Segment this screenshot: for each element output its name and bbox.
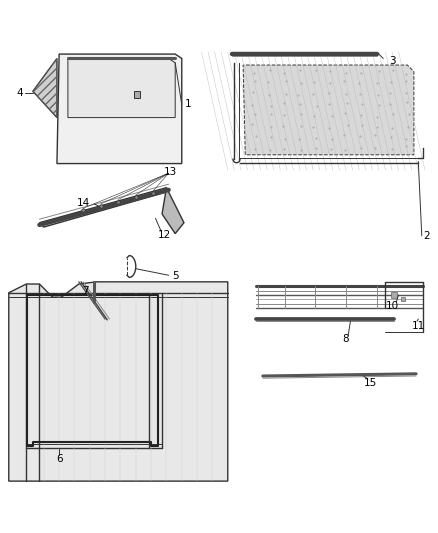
Text: 5: 5 xyxy=(172,271,179,281)
Polygon shape xyxy=(33,59,57,118)
Text: 15: 15 xyxy=(364,377,377,387)
Polygon shape xyxy=(243,65,414,155)
Text: 6: 6 xyxy=(56,454,63,464)
Text: 12: 12 xyxy=(158,230,171,240)
Text: 10: 10 xyxy=(385,301,399,311)
Text: 2: 2 xyxy=(424,231,431,241)
Text: 8: 8 xyxy=(343,334,350,344)
Polygon shape xyxy=(162,188,184,233)
Text: 4: 4 xyxy=(16,88,23,99)
Text: 1: 1 xyxy=(185,100,192,109)
Polygon shape xyxy=(134,91,140,98)
Polygon shape xyxy=(57,54,182,164)
Text: 3: 3 xyxy=(389,55,396,66)
Text: 14: 14 xyxy=(77,198,90,208)
Polygon shape xyxy=(9,282,228,481)
Text: 7: 7 xyxy=(82,286,89,296)
Text: 11: 11 xyxy=(412,321,425,330)
Polygon shape xyxy=(39,188,166,227)
Polygon shape xyxy=(68,59,175,118)
Text: 13: 13 xyxy=(164,167,177,177)
